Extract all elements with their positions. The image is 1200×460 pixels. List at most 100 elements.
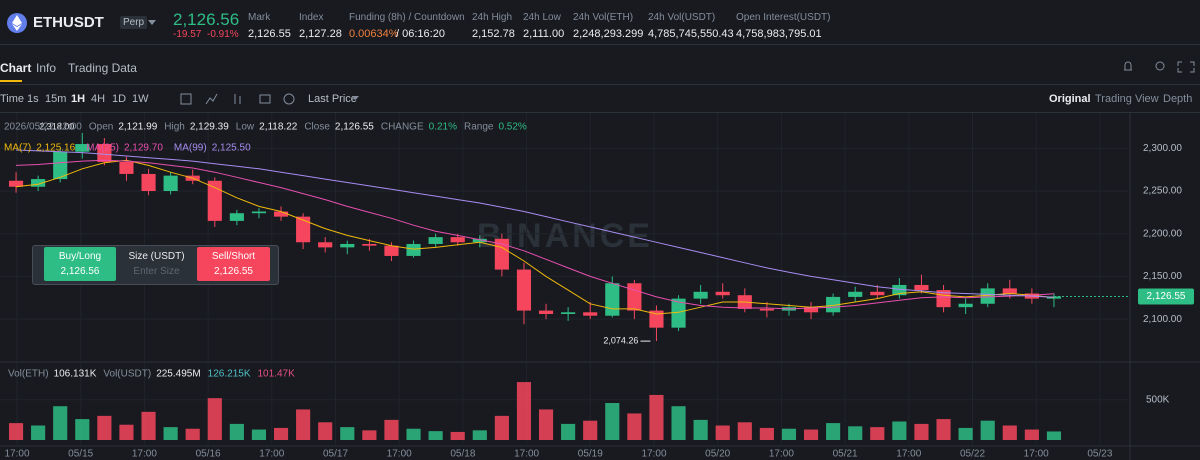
volume-bar xyxy=(870,427,885,440)
candle-body xyxy=(914,284,929,291)
tab[interactable]: Info xyxy=(36,61,57,75)
stat-value: 0.00634% xyxy=(349,28,399,40)
stat-label: Index xyxy=(299,12,324,23)
candle-body xyxy=(870,291,885,296)
candle-body xyxy=(671,298,686,328)
stat-label: 24h Vol(USDT) xyxy=(648,12,716,23)
candle-body xyxy=(627,283,642,311)
buy-label[interactable]: Buy/Long xyxy=(58,251,102,262)
sell-price[interactable]: 2,126.55 xyxy=(214,266,253,277)
stat-label: 24h Vol(ETH) xyxy=(573,12,634,23)
volume-bar xyxy=(494,415,509,440)
volume-bar xyxy=(627,413,642,440)
candle-body xyxy=(561,312,576,315)
interval[interactable]: Time xyxy=(0,93,25,105)
legend-entry: MA(99) xyxy=(174,143,207,154)
x-tick-label: 05/22 xyxy=(960,449,985,460)
candle-body xyxy=(362,243,377,246)
y-tick-label: 2,200.00 xyxy=(1143,228,1182,239)
volume-bar xyxy=(980,420,995,440)
dropdown-arrow[interactable] xyxy=(352,96,359,101)
candle-body xyxy=(273,211,289,217)
view[interactable]: Depth xyxy=(1163,93,1193,105)
x-tick-label: 17:00 xyxy=(514,449,539,460)
x-tick-label: 17:00 xyxy=(1024,449,1049,460)
y-tick-label: 2,300.00 xyxy=(1143,143,1182,154)
candle-body xyxy=(759,308,774,311)
volume-legend-value: 126.215K xyxy=(208,369,251,380)
perp-tag: Perp xyxy=(120,16,148,29)
stat-value: 4,785,745,550.43 xyxy=(648,28,734,40)
interval[interactable]: 1W xyxy=(132,93,149,105)
info-label: Low xyxy=(236,122,255,133)
interval[interactable]: 1s xyxy=(27,93,39,105)
volume-bar xyxy=(8,423,24,440)
candle-body xyxy=(472,238,487,243)
buy-price[interactable]: 2,126.56 xyxy=(60,266,100,277)
volume-bar xyxy=(1002,425,1017,440)
volume-bar xyxy=(428,431,443,440)
toolbar-icons[interactable] xyxy=(178,91,298,107)
y-tick-label: 2,250.00 xyxy=(1143,186,1182,197)
buy-button[interactable] xyxy=(44,247,116,281)
view[interactable]: Trading View xyxy=(1095,93,1159,105)
candle-body xyxy=(826,296,841,313)
ma-line xyxy=(15,159,1055,315)
volume-legend-value: 101.47K xyxy=(258,369,296,380)
tab[interactable]: Trading Data xyxy=(68,61,137,75)
x-tick-label: 05/15 xyxy=(68,449,93,460)
interval[interactable]: 4H xyxy=(91,93,106,105)
volume-bar xyxy=(737,422,752,440)
info-label: Open xyxy=(89,122,113,133)
sell-button[interactable] xyxy=(197,247,270,281)
candle-body xyxy=(8,180,24,187)
price-type[interactable]: Last Price xyxy=(308,93,357,105)
interval[interactable]: 1D xyxy=(112,93,127,105)
volume-bar xyxy=(892,421,907,440)
volume-bar xyxy=(649,394,664,440)
sell-label[interactable]: Sell/Short xyxy=(211,251,256,262)
candle-body xyxy=(384,245,399,256)
candle-body xyxy=(892,284,907,296)
x-tick-label: 05/17 xyxy=(323,449,348,460)
volume-bar xyxy=(848,426,863,440)
stat-label: 24h High xyxy=(472,12,513,23)
candle-body xyxy=(803,307,819,313)
volume-bar xyxy=(31,425,46,440)
x-tick-label: 17:00 xyxy=(387,449,412,460)
symbol[interactable]: ETHUSDT xyxy=(33,14,104,31)
last-price: 2,126.56 xyxy=(173,10,240,29)
interval[interactable]: 15m xyxy=(45,93,67,105)
size-label: Size (USDT) xyxy=(128,251,185,262)
candle-body xyxy=(141,173,156,192)
candle-time: 2026/05/22 22:00 xyxy=(4,122,82,133)
volume-bar xyxy=(185,428,200,440)
y-tick-label: 2,150.00 xyxy=(1143,271,1182,282)
stat-label: Funding (8h) / Countdown xyxy=(349,12,465,23)
candle-body xyxy=(406,243,421,256)
candle-body xyxy=(649,310,664,328)
size-input[interactable]: Enter Size xyxy=(133,266,180,277)
x-tick-label: 05/20 xyxy=(705,449,730,460)
volume-bar xyxy=(715,425,730,440)
info-value: 2,118.22 xyxy=(259,122,298,133)
candle-body xyxy=(163,175,178,192)
tab-underline xyxy=(0,80,22,82)
volume-bar xyxy=(1046,431,1062,440)
tab[interactable]: Chart xyxy=(0,61,32,75)
stat-value: 2,248,293.299 xyxy=(573,28,644,40)
stat-value: / 06:16:20 xyxy=(396,28,445,40)
volume-bar xyxy=(538,409,554,440)
candle-body xyxy=(583,312,598,316)
tab-icons[interactable] xyxy=(1120,58,1200,74)
x-tick-label: 17:00 xyxy=(896,449,921,460)
dropdown-arrow[interactable] xyxy=(148,20,156,26)
x-tick-label: 05/16 xyxy=(196,449,221,460)
candle-body xyxy=(318,242,333,248)
view[interactable]: Original xyxy=(1049,93,1091,105)
interval[interactable]: 1H xyxy=(71,93,86,105)
candle-body xyxy=(693,291,708,299)
x-tick-label: 05/19 xyxy=(578,449,603,460)
volume-bar xyxy=(958,427,973,440)
volume-bar xyxy=(119,424,134,440)
